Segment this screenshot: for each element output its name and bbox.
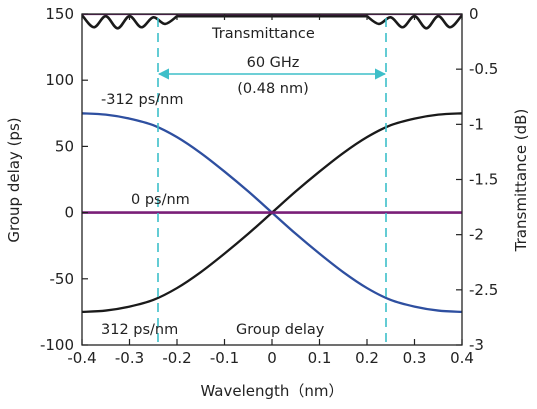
bandwidth-markers bbox=[157, 18, 387, 345]
y-axis-title: Group delay (ps) bbox=[5, 117, 23, 242]
y2-axis-ticks: -3 -2.5 -2 -1.5 -1 -0.5 0 bbox=[456, 5, 498, 354]
x-tick-label: -0.4 bbox=[67, 349, 96, 367]
y2-tick-label: -0.5 bbox=[469, 60, 498, 78]
x-axis-ticks: -0.4 -0.3 -0.2 -0.1 0 0.1 0.2 0.3 0.4 bbox=[67, 14, 474, 367]
y-tick-label: -100 bbox=[40, 336, 74, 354]
x-tick-label: -0.3 bbox=[115, 349, 144, 367]
y2-axis-title: Transmittance (dB) bbox=[512, 109, 530, 253]
x-tick-label: -0.2 bbox=[162, 349, 191, 367]
bandwidth-label: 60 GHz bbox=[247, 55, 300, 71]
y-tick-label: 100 bbox=[45, 71, 74, 89]
transmittance-label: Transmittance bbox=[211, 26, 315, 42]
bandwidth-nm-label: (0.48 nm) bbox=[237, 81, 309, 97]
x-tick-label: 0.4 bbox=[450, 349, 474, 367]
y-tick-label: -50 bbox=[50, 270, 75, 288]
y-axis-ticks: -100 -50 0 50 100 150 bbox=[40, 5, 88, 354]
y2-tick-label: -1.5 bbox=[469, 171, 498, 189]
neg-dispersion-label: -312 ps/nm bbox=[101, 92, 183, 108]
y-tick-label: 50 bbox=[55, 137, 74, 155]
pos-dispersion-label: 312 ps/nm bbox=[101, 322, 178, 338]
x-tick-label: 0.3 bbox=[403, 349, 427, 367]
zero-dispersion-label: 0 ps/nm bbox=[131, 192, 190, 208]
y2-tick-label: 0 bbox=[469, 5, 479, 23]
y-tick-label: 0 bbox=[64, 204, 74, 222]
y2-tick-label: -2 bbox=[469, 226, 484, 244]
x-tick-label: 0.1 bbox=[308, 349, 332, 367]
x-axis-title: Wavelength（nm） bbox=[200, 382, 343, 400]
group-delay-label: Group delay bbox=[236, 322, 325, 338]
y2-tick-label: -2.5 bbox=[469, 281, 498, 299]
x-tick-label: 0 bbox=[267, 349, 277, 367]
x-tick-label: 0.2 bbox=[355, 349, 379, 367]
y2-tick-label: -3 bbox=[469, 336, 484, 354]
x-tick-label: -0.1 bbox=[210, 349, 239, 367]
y-tick-label: 150 bbox=[45, 5, 74, 23]
y2-tick-label: -1 bbox=[469, 115, 484, 133]
